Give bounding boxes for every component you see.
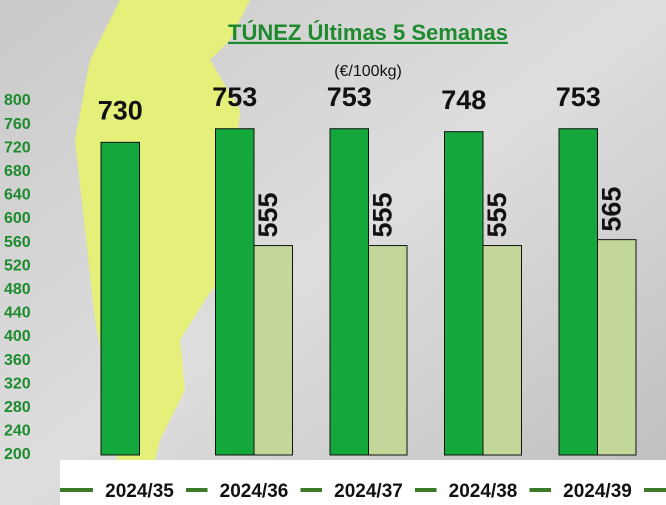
chart-subtitle: (€/100kg) bbox=[334, 63, 402, 80]
value-label: 555 bbox=[253, 192, 283, 237]
y-tick-label: 280 bbox=[4, 399, 31, 416]
x-label-box bbox=[93, 472, 186, 505]
x-tick-label: 2024/39 bbox=[563, 481, 632, 502]
value-label: 555 bbox=[482, 192, 512, 237]
bar bbox=[597, 239, 637, 456]
x-label-box bbox=[551, 472, 644, 505]
y-tick-label: 200 bbox=[4, 446, 31, 463]
x-tick-label: 2024/36 bbox=[220, 481, 289, 502]
x-tick-label: 2024/38 bbox=[449, 481, 518, 502]
x-label-box bbox=[322, 472, 415, 505]
bar bbox=[368, 245, 408, 456]
y-tick-label: 440 bbox=[4, 305, 31, 322]
y-tick-label: 320 bbox=[4, 375, 31, 392]
y-tick-label: 360 bbox=[4, 352, 31, 369]
y-tick-label: 400 bbox=[4, 328, 31, 345]
y-tick-label: 800 bbox=[4, 92, 31, 109]
x-tick-label: 2024/35 bbox=[105, 481, 174, 502]
value-label: 730 bbox=[98, 95, 143, 125]
value-label: 748 bbox=[441, 85, 486, 115]
x-tick-label: 2024/37 bbox=[334, 481, 403, 502]
value-label: 565 bbox=[597, 187, 627, 232]
bar bbox=[482, 245, 522, 456]
bar bbox=[215, 128, 255, 456]
y-tick-label: 480 bbox=[4, 281, 31, 298]
y-tick-label: 640 bbox=[4, 187, 31, 204]
y-tick-label: 600 bbox=[4, 210, 31, 227]
y-tick-label: 720 bbox=[4, 139, 31, 156]
bar bbox=[558, 128, 598, 456]
y-tick-label: 240 bbox=[4, 423, 31, 440]
x-label-box bbox=[436, 472, 530, 505]
bar bbox=[100, 141, 140, 456]
y-tick-label: 560 bbox=[4, 234, 31, 251]
y-tick-label: 760 bbox=[4, 116, 31, 133]
value-label: 753 bbox=[556, 82, 601, 112]
bar bbox=[253, 245, 293, 456]
bar bbox=[444, 131, 484, 456]
value-label: 555 bbox=[368, 192, 398, 237]
value-label: 753 bbox=[327, 82, 372, 112]
x-label-box bbox=[207, 472, 301, 505]
bar bbox=[329, 128, 369, 456]
y-tick-label: 680 bbox=[4, 163, 31, 180]
chart-title: TÚNEZ Últimas 5 Semanas bbox=[228, 20, 508, 45]
y-tick-label: 520 bbox=[4, 257, 31, 274]
value-label: 753 bbox=[212, 82, 257, 112]
